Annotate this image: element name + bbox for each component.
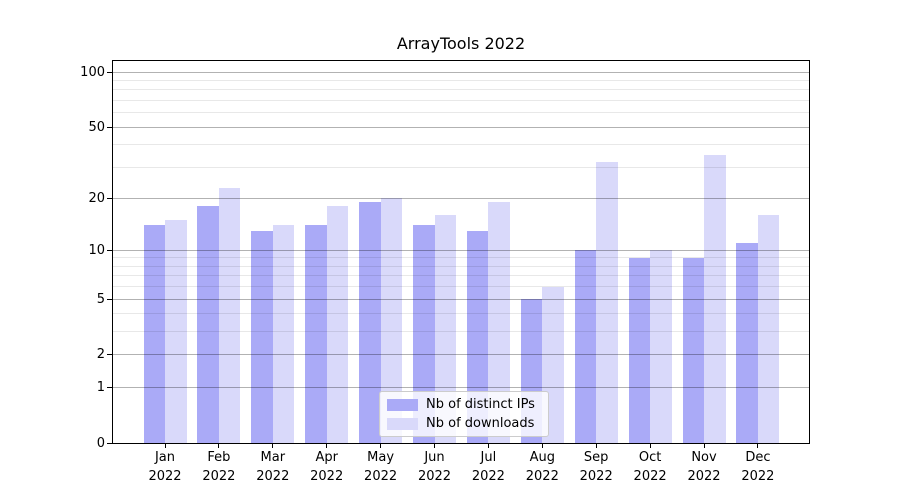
bar-ips-1 — [197, 206, 219, 443]
x-tick-label: Jun 2022 — [417, 450, 452, 484]
x-tick-label: Feb 2022 — [202, 450, 236, 484]
x-tick — [380, 444, 382, 448]
gridline-minor — [113, 257, 809, 259]
bar-downloads-1 — [218, 187, 241, 443]
gridline-minor — [113, 112, 809, 114]
x-tick-label: Apr 2022 — [310, 450, 344, 484]
x-tick — [649, 444, 651, 448]
y-tick — [107, 354, 112, 356]
x-tick — [272, 444, 274, 448]
gridline-minor — [113, 144, 809, 146]
bar-downloads-11 — [757, 215, 780, 443]
bar-ips-6 — [466, 230, 489, 443]
y-tick-label: 10 — [88, 242, 105, 258]
x-tick-label: Dec 2022 — [741, 450, 775, 484]
bar-downloads-8 — [596, 162, 618, 443]
x-tick — [434, 444, 435, 448]
gridline-major — [113, 354, 809, 356]
x-tick-label: Jul 2022 — [471, 450, 505, 484]
legend: Nb of distinct IPs Nb of downloads — [379, 391, 549, 437]
gridline-minor — [113, 265, 809, 267]
legend-label-downloads: Nb of downloads — [426, 416, 535, 431]
legend-item-distinct-ips: Nb of distinct IPs — [387, 397, 541, 412]
y-tick — [107, 298, 112, 300]
y-tick-label: 2 — [96, 347, 105, 363]
x-tick-label: Oct 2022 — [633, 450, 667, 484]
gridline-minor — [113, 331, 809, 333]
gridline-major — [113, 298, 809, 300]
x-tick-label: Nov 2022 — [687, 450, 721, 484]
bar-ips-2 — [251, 230, 273, 443]
x-tick — [703, 444, 705, 448]
bar-ips-3 — [305, 225, 327, 443]
gridline-major — [113, 386, 809, 388]
x-tick-label: May 2022 — [364, 450, 398, 484]
gridline-minor — [113, 80, 809, 81]
x-tick — [326, 444, 328, 448]
bar-ips-8 — [574, 250, 597, 443]
y-tick — [107, 71, 112, 73]
gridline-major — [113, 126, 809, 128]
gridline-minor — [113, 275, 809, 277]
bar-ips-4 — [359, 202, 381, 443]
x-tick — [595, 444, 597, 448]
bar-downloads-5 — [434, 215, 456, 443]
bar-ips-5 — [413, 225, 435, 443]
bar-downloads-9 — [650, 250, 672, 443]
bar-downloads-10 — [704, 155, 726, 443]
bar-downloads-4 — [380, 198, 403, 443]
gridline-minor — [113, 99, 809, 101]
bar-ips-9 — [628, 257, 651, 443]
y-tick-label: 100 — [80, 64, 105, 80]
gridline-major — [113, 249, 809, 251]
gridline-minor — [113, 313, 809, 315]
y-tick-label: 1 — [96, 379, 105, 395]
bar-downloads-2 — [272, 225, 295, 443]
x-tick-label: Aug 2022 — [525, 450, 559, 484]
legend-swatch-downloads — [387, 417, 418, 430]
bar-downloads-0 — [165, 220, 187, 443]
gridline-minor — [113, 89, 809, 91]
y-tick — [107, 442, 112, 444]
y-tick-label: 5 — [96, 291, 105, 307]
legend-label-distinct-ips: Nb of distinct IPs — [426, 397, 535, 412]
x-tick — [218, 444, 220, 448]
x-tick — [487, 444, 489, 448]
gridline-major — [113, 197, 809, 199]
bar-downloads-6 — [488, 202, 510, 443]
x-tick — [757, 444, 759, 448]
x-tick — [164, 444, 166, 448]
x-tick-label: Mar 2022 — [256, 450, 290, 484]
y-tick-label: 50 — [88, 119, 105, 135]
gridline-minor — [113, 166, 809, 168]
x-tick — [541, 444, 543, 448]
gridline-major — [113, 71, 809, 73]
legend-item-downloads: Nb of downloads — [387, 416, 541, 431]
gridline-minor — [113, 286, 809, 288]
x-tick-label: Jan 2022 — [148, 450, 182, 484]
chart-title: ArrayTools 2022 — [396, 34, 526, 53]
legend-swatch-distinct-ips — [387, 398, 418, 411]
bar-downloads-3 — [326, 206, 349, 443]
y-tick-label: 20 — [88, 190, 105, 206]
bar-ips-11 — [736, 243, 758, 443]
bar-ips-0 — [143, 225, 165, 443]
y-tick — [107, 249, 112, 251]
y-tick-label: 0 — [96, 435, 105, 451]
bar-ips-10 — [682, 257, 704, 443]
y-tick — [107, 197, 112, 199]
x-tick-label: Sep 2022 — [579, 450, 613, 484]
y-tick — [107, 386, 112, 388]
y-tick — [107, 126, 112, 128]
